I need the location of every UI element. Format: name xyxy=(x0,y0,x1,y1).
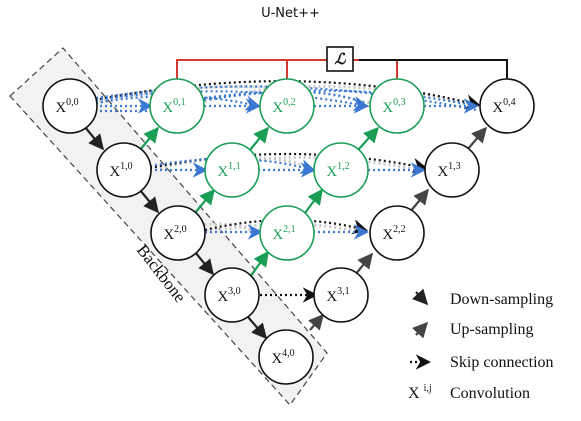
diagram-title: U-Net++ xyxy=(261,6,320,21)
node-label-sup: 3,0 xyxy=(228,286,241,297)
node-label: X2,0 xyxy=(163,224,186,243)
legend-label-skip-connection: Skip connection xyxy=(450,354,554,371)
decoder-up-arrows xyxy=(308,126,488,331)
node-x-2-1: X2,1 xyxy=(259,205,315,261)
node-label-base: X xyxy=(272,100,283,116)
node-label-base: X xyxy=(109,164,120,180)
node-label: X0,3 xyxy=(382,97,405,116)
node-x-0-3: X0,3 xyxy=(369,78,425,134)
node-circle xyxy=(424,142,480,198)
convolution-symbol: X i,j xyxy=(408,383,432,402)
node-label: X0,4 xyxy=(492,97,515,116)
node-x-3-1: X3,1 xyxy=(313,267,369,323)
node-label: X0,0 xyxy=(55,97,78,116)
node-label-sup: 1,1 xyxy=(228,161,241,172)
node-circle xyxy=(150,205,206,261)
node-layer: X0,0X1,0X2,0X3,0X4,0X0,1 X0,2 X0,3X1,1 X1,2… xyxy=(42,78,535,385)
node-label: X2,2 xyxy=(382,224,405,243)
convolution-symbol-sup: i,j xyxy=(424,383,432,394)
node-label-base: X xyxy=(382,227,393,243)
node-label: X3,0 xyxy=(217,286,240,305)
node-label: X1,2 xyxy=(326,161,349,180)
node-circle xyxy=(204,267,260,323)
node-x-1-1: X1,1 xyxy=(204,142,260,198)
node-circle xyxy=(369,205,425,261)
node-circle xyxy=(96,142,152,198)
node-label-sup: 3,1 xyxy=(337,286,350,297)
node-x-1-2: X1,2 xyxy=(313,142,369,198)
legend-label-convolution: Convolution xyxy=(450,385,530,402)
node-label: X1,1 xyxy=(217,161,240,180)
nested-up-arrows xyxy=(139,126,380,278)
node-circle xyxy=(42,78,98,134)
node-x-3-0: X3,0 xyxy=(204,267,260,323)
loss-box xyxy=(326,46,354,72)
node-label-sup: 1,0 xyxy=(120,161,133,172)
node-x-0-2: X0,2 xyxy=(259,78,315,134)
node-label-sup: 4,0 xyxy=(282,348,295,359)
node-x-4-0: X4,0 xyxy=(258,329,314,385)
node-label: X1,0 xyxy=(109,161,132,180)
node-label-base: X xyxy=(271,351,282,367)
node-label: X4,0 xyxy=(271,348,294,367)
convolution-symbol-base: X xyxy=(408,385,420,402)
node-label-base: X xyxy=(326,164,337,180)
node-circle xyxy=(313,142,369,198)
node-label-sup: 0,4 xyxy=(503,97,516,108)
node-x-2-2: X2,2 xyxy=(369,205,425,261)
legend: Down-sampling Up-sampling Skip connectio… xyxy=(408,288,554,402)
node-label-base: X xyxy=(272,227,283,243)
down-sampling-arrow-icon xyxy=(411,288,429,306)
node-label-base: X xyxy=(217,164,228,180)
node-label-sup: 0,1 xyxy=(173,97,186,108)
node-label-sup: 1,2 xyxy=(337,161,350,172)
node-label: X0,2 xyxy=(272,97,295,116)
node-label-sup: 2,2 xyxy=(393,224,406,235)
up-sampling-arrow-icon xyxy=(411,321,429,339)
loss-symbol: ℒ xyxy=(335,52,347,68)
node-label: X2,1 xyxy=(272,224,295,243)
node-label-base: X xyxy=(217,289,228,305)
node-label-sup: 0,2 xyxy=(283,97,296,108)
node-label-base: X xyxy=(162,100,173,116)
skip-connections-blue xyxy=(95,85,480,240)
node-label: X0,1 xyxy=(162,97,185,116)
node-circle xyxy=(313,267,369,323)
legend-label-down-sampling: Down-sampling xyxy=(450,291,553,308)
node-label-sup: 0,3 xyxy=(393,97,406,108)
node-label-base: X xyxy=(326,289,337,305)
node-label-base: X xyxy=(55,100,66,116)
node-x-0-4: X0,4 xyxy=(479,78,535,134)
node-label-sup: 2,1 xyxy=(283,224,296,235)
node-label-sup: 0,0 xyxy=(66,97,79,108)
node-x-1-0: X1,0 xyxy=(96,142,152,198)
node-label-base: X xyxy=(163,227,174,243)
legend-label-up-sampling: Up-sampling xyxy=(450,321,534,338)
down-sampling-arrows xyxy=(84,126,268,340)
node-label: X3,1 xyxy=(326,286,349,305)
node-label: X1,3 xyxy=(437,161,460,180)
node-circle xyxy=(369,78,425,134)
node-label-base: X xyxy=(437,164,448,180)
node-circle xyxy=(259,205,315,261)
node-x-2-0: X2,0 xyxy=(150,205,206,261)
node-circle xyxy=(149,78,205,134)
node-circle xyxy=(258,329,314,385)
node-x-0-1: X0,1 xyxy=(149,78,205,134)
node-circle xyxy=(204,142,260,198)
node-label-sup: 2,0 xyxy=(174,224,187,235)
node-label-sup: 1,3 xyxy=(448,161,461,172)
node-x-0-0: X0,0 xyxy=(42,78,98,134)
node-label-base: X xyxy=(492,100,503,116)
node-label-base: X xyxy=(382,100,393,116)
node-x-1-3: X1,3 xyxy=(424,142,480,198)
node-circle xyxy=(479,78,535,134)
node-circle xyxy=(259,78,315,134)
